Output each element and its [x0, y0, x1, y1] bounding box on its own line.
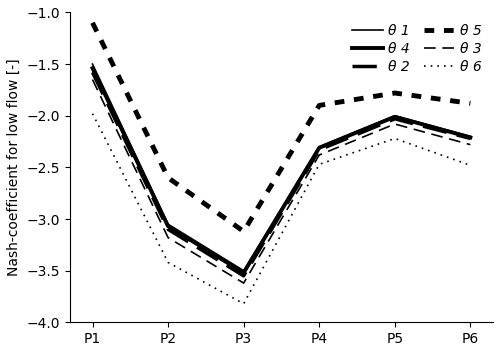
Y-axis label: Nash-coefficient for low flow [-]: Nash-coefficient for low flow [-] — [7, 59, 21, 276]
Legend: θ 1, θ 4, θ 2, θ 5, θ 3, θ 6: θ 1, θ 4, θ 2, θ 5, θ 3, θ 6 — [348, 19, 486, 78]
